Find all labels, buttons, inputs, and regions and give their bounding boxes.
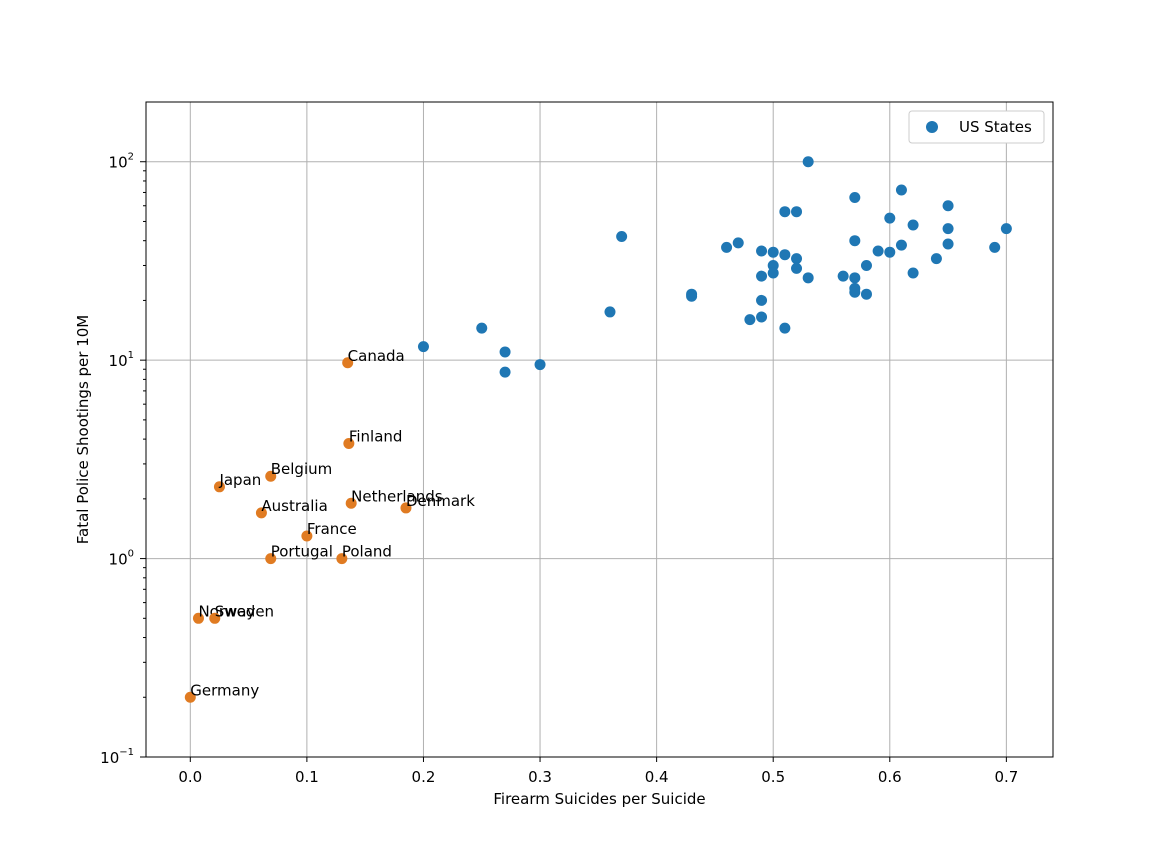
y-tick-label: 101 [109,350,134,370]
us-state-point [837,270,849,282]
legend-box [908,110,1045,144]
us-state-point [791,206,803,218]
us-state-point [417,341,429,353]
plot-frame [145,101,1054,758]
us-state-point [849,192,861,204]
us-state-point [942,200,954,212]
us-state-point [686,290,698,302]
x-tick-label: 0.0 [178,768,202,786]
x-tick-label: 0.1 [295,768,319,786]
x-tick-label: 0.2 [412,768,436,786]
us-state-point [895,184,907,196]
us-state-point [849,286,861,298]
us-state-point [604,306,616,318]
us-state-point [791,262,803,274]
country-point [184,691,196,703]
us-state-point [942,238,954,250]
x-tick-label: 0.3 [528,768,552,786]
country-label: Belgium [271,460,333,478]
country-point [301,530,313,542]
country-label: Netherlands [351,487,443,505]
country-point [343,438,355,450]
us-state-point [860,288,872,300]
y-axis-label: Fatal Police Shootings per 10M [74,315,92,544]
country-point [265,470,277,482]
country-label: Denmark [406,492,475,510]
us-state-point [942,223,954,235]
country-label: Japan [218,471,261,489]
us-state-point [756,245,768,257]
us-state-point [791,253,803,265]
us-state-point [732,237,744,249]
us-state-point [779,206,791,218]
us-state-point [884,246,896,258]
country-point [400,502,412,514]
us-state-point [930,253,942,265]
country-point [336,553,348,565]
us-state-point [907,267,919,279]
x-tick-label: 0.4 [645,768,669,786]
us-state-point [779,322,791,334]
country-point [345,497,357,509]
country-label: Germany [190,681,259,699]
us-state-point [802,272,814,284]
y-tick-label: 100 [109,549,134,569]
us-state-point [756,270,768,282]
points-layer: Canada Finland Belgium Japan NetherlandsDenm… [184,156,1012,703]
x-tick-label: 0.6 [878,768,902,786]
country-point [265,553,277,565]
us-state-point [872,245,884,257]
y-tick-label: 10−1 [100,747,134,767]
legend-marker [926,121,938,133]
country-label: Poland [342,543,392,561]
country-label: Canada [348,347,405,365]
us-state-point [802,156,814,168]
us-state-point [476,322,488,334]
us-state-point [779,249,791,261]
legend-label: US States [959,118,1032,136]
us-state-point [989,241,1001,253]
y-tick-label: 102 [109,152,134,172]
us-state-point [499,346,511,358]
us-state-point [767,267,779,279]
x-axis-label: Firearm Suicides per Suicide [493,790,705,808]
country-label: Sweden [215,602,274,620]
country-label: Finland [349,428,403,446]
country-label: France [307,520,357,538]
x-tick-label: 0.5 [761,768,785,786]
us-state-point [907,219,919,231]
us-state-point [884,212,896,224]
x-tick-label: 0.7 [994,768,1018,786]
country-point [192,612,204,624]
us-state-point [756,294,768,306]
us-state-point [616,230,628,242]
country-label: Portugal [271,543,333,561]
us-state-point [499,366,511,378]
us-state-point [895,239,907,251]
country-point [209,612,221,624]
us-state-point [756,311,768,323]
us-state-point [534,359,546,371]
ticks-layer: 0.0 0.1 0.2 0.3 0.4 0.5 0.6 0.7 10−1 100 101 102 [100,152,1018,786]
country-point [342,357,354,369]
us-state-point [744,314,756,326]
country-point [255,507,267,519]
us-state-point [849,235,861,247]
country-point [213,481,225,493]
us-state-point [721,241,733,253]
us-state-point [849,272,861,284]
us-state-point [1000,223,1012,235]
us-state-point [860,259,872,271]
country-label: Australia [261,497,327,515]
grid-layer [146,102,1053,757]
legend: US States [908,110,1045,144]
us-state-point [767,246,779,258]
